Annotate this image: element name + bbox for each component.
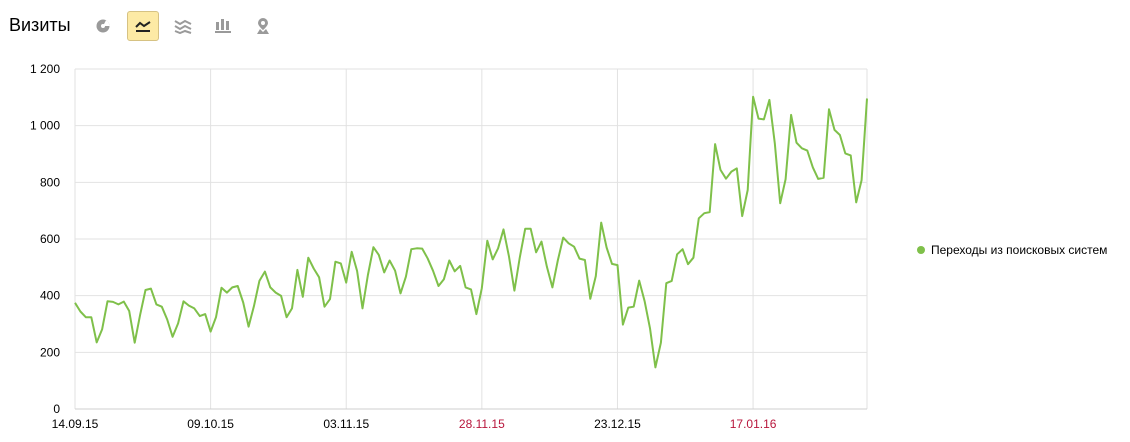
view-pie-button[interactable] [87, 11, 119, 41]
x-tick-label: 03.11.15 [323, 417, 369, 431]
y-tick-label: 600 [40, 232, 60, 246]
x-tick-label: 14.09.15 [52, 417, 99, 431]
view-map-button[interactable] [247, 11, 279, 41]
y-tick-label: 0 [53, 402, 60, 416]
y-tick-label: 1 000 [30, 119, 60, 133]
x-tick-label: 23.12.15 [594, 417, 641, 431]
y-tick-label: 800 [40, 175, 60, 189]
pie-chart-icon [96, 19, 110, 33]
legend-marker [917, 246, 925, 254]
x-tick-label: 28.11.15 [459, 417, 505, 431]
legend[interactable]: Переходы из поисковых систем [917, 243, 1107, 257]
page-title: Визиты [9, 15, 71, 35]
line-chart-icon [135, 21, 151, 32]
view-area-button[interactable] [167, 11, 199, 41]
x-tick-label: 09.10.15 [187, 417, 234, 431]
x-tick-label: 17.01.16 [730, 417, 777, 431]
area-chart-icon [174, 19, 192, 34]
legend-label: Переходы из поисковых систем [931, 243, 1108, 257]
y-tick-label: 400 [40, 289, 60, 303]
y-tick-label: 1 200 [30, 62, 60, 76]
map-pin-icon [257, 18, 269, 34]
view-line-button[interactable] [127, 11, 159, 41]
view-bar-button[interactable] [207, 11, 239, 41]
series-line [74, 95, 868, 369]
bar-chart-icon [215, 19, 231, 33]
y-tick-label: 200 [40, 345, 60, 359]
